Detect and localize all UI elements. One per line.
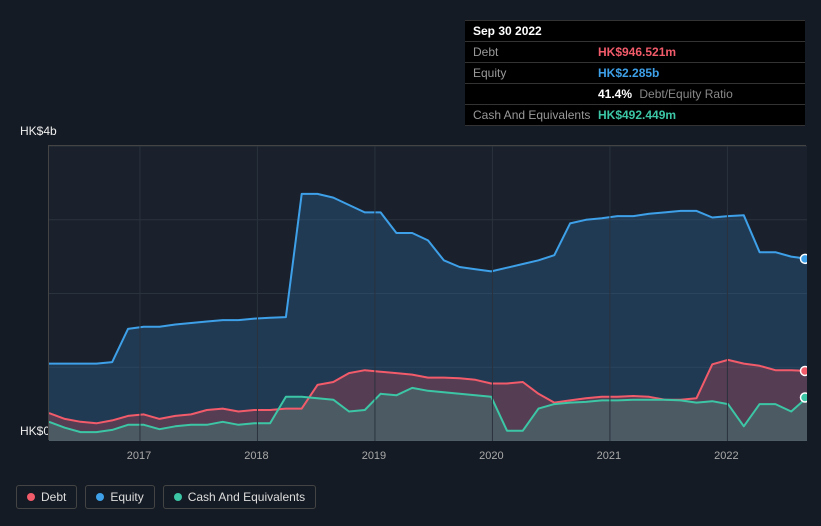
x-tick: 2017 (127, 450, 151, 462)
x-tick: 2019 (362, 450, 386, 462)
tooltip-ratio-spacer (473, 87, 598, 101)
legend-equity[interactable]: Equity (85, 485, 154, 509)
chart-tooltip: Sep 30 2022 Debt HK$946.521m Equity HK$2… (465, 20, 805, 126)
x-tick: 2018 (244, 450, 268, 462)
chart-svg (49, 146, 807, 441)
chart-container: HK$4b HK$0 2017 2018 2019 2020 2021 2022 (16, 120, 806, 470)
x-tick: 2020 (479, 450, 503, 462)
y-axis-max-label: HK$4b (20, 124, 57, 138)
tooltip-debt-row: Debt HK$946.521m (465, 42, 805, 63)
legend-cash-dot (174, 493, 182, 501)
legend-debt[interactable]: Debt (16, 485, 77, 509)
tooltip-ratio-pct: 41.4% (598, 87, 632, 101)
x-tick: 2021 (597, 450, 621, 462)
tooltip-equity-label: Equity (473, 66, 598, 80)
legend-cash-label: Cash And Equivalents (188, 490, 305, 504)
legend-debt-label: Debt (41, 490, 66, 504)
legend-equity-label: Equity (110, 490, 143, 504)
tooltip-ratio-row: 41.4% Debt/Equity Ratio (465, 84, 805, 105)
tooltip-equity-value: HK$2.285b (598, 66, 659, 80)
tooltip-ratio-label: Debt/Equity Ratio (639, 87, 732, 101)
tooltip-equity-row: Equity HK$2.285b (465, 63, 805, 84)
plot-area[interactable] (48, 145, 806, 440)
legend-equity-dot (96, 493, 104, 501)
tooltip-date: Sep 30 2022 (473, 24, 542, 38)
legend-cash[interactable]: Cash And Equivalents (163, 485, 316, 509)
legend-debt-dot (27, 493, 35, 501)
y-axis-min-label: HK$0 (20, 424, 50, 438)
tooltip-debt-label: Debt (473, 45, 598, 59)
tooltip-debt-value: HK$946.521m (598, 45, 676, 59)
tooltip-date-row: Sep 30 2022 (465, 21, 805, 42)
chart-legend: Debt Equity Cash And Equivalents (16, 485, 316, 509)
x-tick: 2022 (714, 450, 738, 462)
